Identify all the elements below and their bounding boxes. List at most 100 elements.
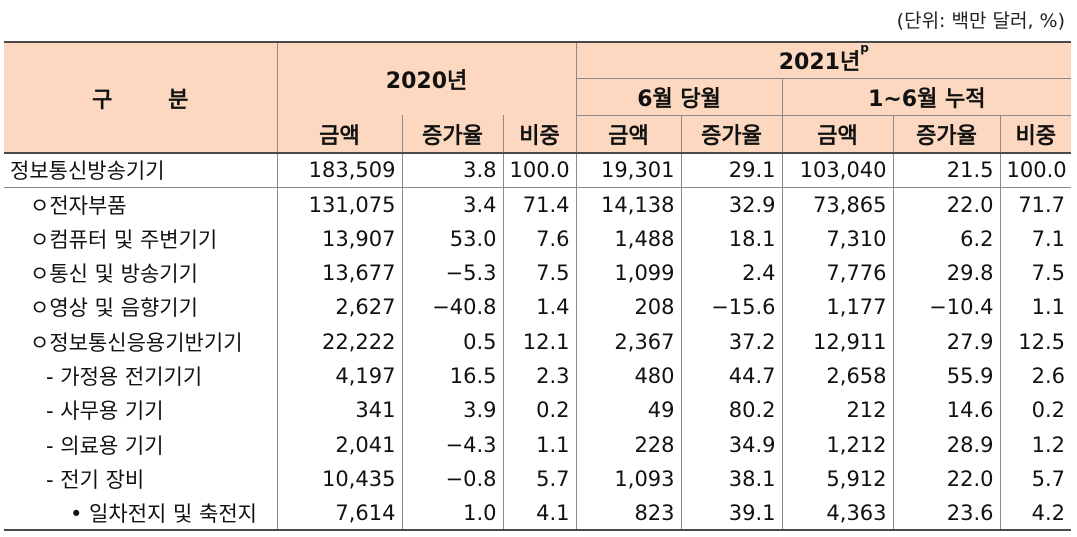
row-label: ㅇ전자부품: [30, 193, 127, 218]
row-value: 0.5: [401, 324, 503, 359]
row-value: 1.1: [999, 290, 1072, 325]
year-2021-header: 2021년p: [575, 41, 1072, 79]
row-value: 3.8: [401, 151, 503, 188]
row-value: 28.9: [892, 427, 1001, 462]
row-value: 1,099: [575, 255, 682, 291]
row-value: 38.1: [680, 461, 783, 496]
row-value: 13,677: [276, 255, 402, 291]
table-row: 정보통신방송기기 183,509 3.8 100.0 19,301 29.1 103,040…: [4, 151, 1072, 188]
row-label: - 전기 장비: [46, 467, 145, 492]
row-value: 12,911: [781, 324, 894, 359]
row-label: ㅇ정보통신응용기반기기: [30, 330, 243, 355]
june-header: 6월 당월: [575, 78, 783, 116]
row-label: 정보통신방송기기: [4, 151, 277, 188]
row-value: 21.5: [892, 151, 1001, 188]
col-growth-june: 증가율: [680, 115, 783, 153]
row-value: 22,222: [276, 324, 402, 359]
table-row: ㅇ컴퓨터 및 주변기기 13,907 53.0 7.6 1,488 18.1 7,310 6.…: [4, 221, 1072, 256]
row-value: 18.1: [680, 221, 783, 256]
row-value: 1.1: [502, 427, 577, 462]
row-value: 2.4: [680, 255, 783, 291]
table-row: - 의료용 기기 2,041 −4.3 1.1 228 34.9 1,212 28.9 1.2: [4, 427, 1072, 462]
row-value: 12.5: [999, 324, 1072, 359]
row-value: 1,488: [575, 221, 682, 256]
row-value: 6.2: [892, 221, 1001, 256]
col-growth-2020: 증가율: [401, 115, 503, 153]
year-2020-header: 2020년: [276, 41, 577, 115]
table-row: ㅇ통신 및 방송기기 13,677 −5.3 7.5 1,099 2.4 7,776 29.8…: [4, 255, 1072, 291]
row-value: 0.2: [999, 393, 1072, 428]
category-header: 구 분: [4, 41, 277, 153]
row-value: 1,177: [781, 290, 894, 325]
row-value: 4,197: [276, 358, 402, 394]
row-value: 14.6: [892, 393, 1001, 428]
table-row: - 전기 장비 10,435 −0.8 5.7 1,093 38.1 5,912 22.0 5.…: [4, 461, 1072, 496]
row-value: 5.7: [502, 461, 577, 496]
row-value: 228: [575, 427, 682, 462]
row-value: 49: [575, 393, 682, 428]
row-value: 71.4: [502, 187, 577, 222]
row-value: −0.8: [401, 461, 503, 496]
row-value: 2.6: [999, 358, 1072, 394]
row-value: 37.2: [680, 324, 783, 359]
unit-note: (단위: 백만 달러, %): [896, 10, 1065, 32]
row-value: 5,912: [781, 461, 894, 496]
row-value: 1,093: [575, 461, 682, 496]
row-value: 7.6: [502, 221, 577, 256]
row-value: 34.9: [680, 427, 783, 462]
row-value: 16.5: [401, 358, 503, 394]
row-value: −40.8: [401, 290, 503, 325]
row-value: 73,865: [781, 187, 894, 222]
row-label: - 의료용 기기: [46, 433, 164, 458]
cumulative-header: 1~6월 누적: [781, 78, 1072, 116]
row-value: 100.0: [999, 151, 1072, 188]
table-row: • 일차전지 및 축전지 7,614 1.0 4.1 823 39.1 4,363 23.6 4…: [4, 495, 1072, 532]
row-value: 1.0: [401, 495, 503, 532]
row-value: 7.1: [999, 221, 1072, 256]
row-value: −4.3: [401, 427, 503, 462]
col-amount-june: 금액: [575, 115, 682, 153]
row-value: −5.3: [401, 255, 503, 291]
row-value: 13,907: [276, 221, 402, 256]
row-value: 7,310: [781, 221, 894, 256]
row-value: 4.1: [502, 495, 577, 532]
row-value: 341: [276, 393, 402, 428]
row-value: 27.9: [892, 324, 1001, 359]
preliminary-mark: p: [860, 41, 869, 56]
row-value: 3.4: [401, 187, 503, 222]
row-value: 7.5: [502, 255, 577, 291]
row-value: 100.0: [502, 151, 577, 188]
row-label: ㅇ통신 및 방송기기: [30, 262, 198, 287]
row-value: 44.7: [680, 358, 783, 394]
row-value: 2,658: [781, 358, 894, 394]
row-value: 0.2: [502, 393, 577, 428]
col-growth-cum: 증가율: [892, 115, 1001, 153]
row-label: • 일차전지 및 축전지: [4, 495, 277, 532]
row-value: 480: [575, 358, 682, 394]
row-value: 29.1: [680, 151, 783, 188]
row-value: −10.4: [892, 290, 1001, 325]
row-label: - 가정용 전기기기: [46, 364, 203, 389]
row-label: ㅇ컴퓨터 및 주변기기: [30, 227, 218, 252]
table-row: - 가정용 전기기기 4,197 16.5 2.3 480 44.7 2,658 55.9 2.…: [4, 358, 1072, 394]
row-value: 4,363: [781, 495, 894, 532]
row-value: 212: [781, 393, 894, 428]
row-value: 53.0: [401, 221, 503, 256]
col-amount-cum: 금액: [781, 115, 894, 153]
row-value: 1.4: [502, 290, 577, 325]
export-table: 구 분 2020년 2021년p 6월 당월 1~6월 누적 금액 증가율 비중…: [4, 41, 1072, 532]
col-share-2020: 비중: [502, 115, 577, 153]
row-value: 183,509: [276, 151, 402, 188]
row-value: 23.6: [892, 495, 1001, 532]
row-value: 4.2: [999, 495, 1072, 532]
row-value: 5.7: [999, 461, 1072, 496]
row-value: 80.2: [680, 393, 783, 428]
row-value: 10,435: [276, 461, 402, 496]
table-row: ㅇ전자부품 131,075 3.4 71.4 14,138 32.9 73,865 22.0 7…: [4, 187, 1072, 222]
row-value: 7.5: [999, 255, 1072, 291]
row-value: 208: [575, 290, 682, 325]
row-value: 7,614: [276, 495, 402, 532]
row-value: 29.8: [892, 255, 1001, 291]
row-value: 2,367: [575, 324, 682, 359]
row-value: 103,040: [781, 151, 894, 188]
